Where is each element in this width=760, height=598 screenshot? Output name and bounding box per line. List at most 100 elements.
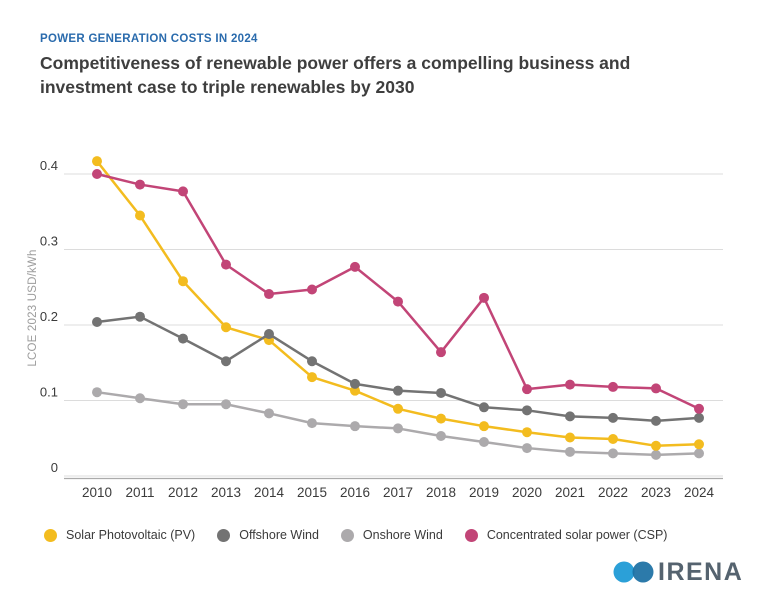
legend-item-csp: Concentrated solar power (CSP) xyxy=(464,528,668,542)
data-point xyxy=(608,381,618,392)
data-point xyxy=(436,413,446,424)
data-point xyxy=(479,437,489,448)
data-point xyxy=(264,329,274,340)
x-tick-label-2011: 2011 xyxy=(125,485,154,500)
data-point xyxy=(221,259,231,270)
data-point xyxy=(393,296,403,307)
data-point xyxy=(651,383,661,394)
data-point xyxy=(608,448,618,459)
legend-dot-solar-pv-icon xyxy=(44,528,57,542)
data-point xyxy=(92,387,102,398)
data-point xyxy=(651,415,661,426)
x-tick-label-2021: 2021 xyxy=(555,485,585,500)
y-tick-label: 0 xyxy=(51,460,58,475)
data-point xyxy=(651,440,661,451)
data-point xyxy=(221,322,231,333)
data-point xyxy=(307,284,317,295)
legend-label-onshore-wind: Onshore Wind xyxy=(362,528,443,542)
report-figure-page: POWER GENERATION COSTS IN 2024 Competiti… xyxy=(27,33,742,586)
data-point xyxy=(479,421,489,432)
data-point xyxy=(178,186,188,197)
lcoe-line-chart: 0 0.1 0.2 0.3 0.4 2010 2011 2012 2013 2014 2015 201… xyxy=(40,156,723,500)
legend-dot-csp-icon xyxy=(464,528,478,542)
data-point xyxy=(178,399,188,410)
data-point xyxy=(135,179,145,190)
y-tick-label: 0.1 xyxy=(40,385,58,400)
data-point xyxy=(307,356,317,367)
data-point xyxy=(221,356,231,367)
data-point xyxy=(479,402,489,413)
irena-logo-text: IRENA xyxy=(658,558,743,586)
x-tick-label-2022: 2022 xyxy=(598,485,628,500)
data-point xyxy=(565,446,575,457)
data-point xyxy=(565,432,575,443)
x-tick-label-2019: 2019 xyxy=(469,485,499,500)
irena-logo-circle-left xyxy=(613,561,635,583)
legend-item-onshore-wind: Onshore Wind xyxy=(340,528,443,542)
data-point xyxy=(694,403,704,414)
legend-label-offshore-wind: Offshore Wind xyxy=(239,528,319,542)
data-point xyxy=(522,443,532,454)
irena-logo-mark: IRENA xyxy=(613,558,743,586)
irena-logo: IRENA xyxy=(610,553,760,593)
data-point xyxy=(522,427,532,438)
data-point xyxy=(307,418,317,429)
data-point xyxy=(178,333,188,344)
figure-title: Competitiveness of renewable power offer… xyxy=(40,51,730,99)
legend-label-solar-pv: Solar Photovoltaic (PV) xyxy=(66,528,196,542)
data-point xyxy=(135,210,145,221)
x-tick-label-2018: 2018 xyxy=(426,485,456,500)
data-point xyxy=(135,311,145,322)
data-point xyxy=(135,393,145,404)
x-tick-label-2024: 2024 xyxy=(684,485,715,500)
x-tick-label-2017: 2017 xyxy=(383,485,413,500)
x-tick-label-2013: 2013 xyxy=(211,485,241,500)
data-point xyxy=(522,405,532,416)
figure-title-line-1: Competitiveness of renewable power offer… xyxy=(40,53,631,73)
data-point xyxy=(608,412,618,423)
figure-eyebrow: POWER GENERATION COSTS IN 2024 xyxy=(40,33,258,45)
x-tick-label-2014: 2014 xyxy=(254,485,285,500)
data-point xyxy=(264,408,274,419)
figure-title-line-2: investment case to triple renewables by … xyxy=(40,77,415,98)
data-point xyxy=(522,384,532,395)
data-point xyxy=(350,421,360,432)
y-tick-label: 0.4 xyxy=(40,158,58,173)
data-point xyxy=(565,379,575,390)
x-tick-label-2020: 2020 xyxy=(512,485,542,500)
chart-legend: Solar Photovoltaic (PV) Offshore Wind On… xyxy=(44,524,667,546)
data-point xyxy=(479,292,489,303)
data-point xyxy=(264,289,274,300)
data-point xyxy=(92,316,102,327)
data-point xyxy=(393,403,403,414)
x-tick-label-2015: 2015 xyxy=(297,485,327,500)
data-point xyxy=(393,385,403,396)
x-tick-label-2012: 2012 xyxy=(168,485,198,500)
data-point xyxy=(178,276,188,287)
data-point xyxy=(307,372,317,383)
data-point xyxy=(393,423,403,434)
data-point xyxy=(608,434,618,445)
data-point xyxy=(694,412,704,423)
data-point xyxy=(694,448,704,459)
series-line-3 xyxy=(95,172,701,411)
data-point xyxy=(651,449,661,460)
data-point xyxy=(436,387,446,398)
data-point xyxy=(436,347,446,358)
data-point xyxy=(565,411,575,422)
data-point xyxy=(694,439,704,450)
legend-item-solar-pv: Solar Photovoltaic (PV) xyxy=(44,528,195,542)
legend-item-offshore-wind: Offshore Wind xyxy=(217,528,319,542)
legend-dot-onshore-wind-icon xyxy=(340,528,354,542)
x-tick-label-2023: 2023 xyxy=(641,485,671,500)
legend-dot-offshore-wind-icon xyxy=(217,528,231,542)
data-point xyxy=(350,261,360,272)
irena-logo-circle-right xyxy=(632,561,654,583)
data-point xyxy=(92,156,102,167)
figure-header: POWER GENERATION COSTS IN 2024 Competiti… xyxy=(40,33,730,99)
data-point xyxy=(221,399,231,410)
y-tick-label: 0.2 xyxy=(40,309,58,324)
x-tick-label-2016: 2016 xyxy=(340,485,370,500)
legend-label-csp: Concentrated solar power (CSP) xyxy=(486,528,668,542)
data-point xyxy=(92,169,102,179)
